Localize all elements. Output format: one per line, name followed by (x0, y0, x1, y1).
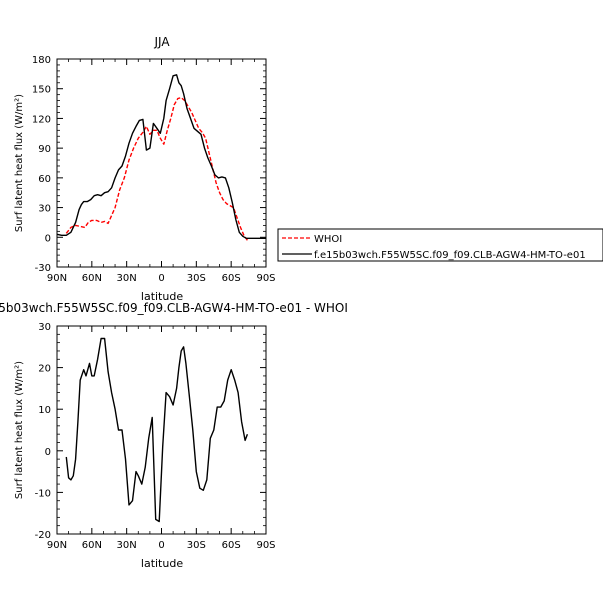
top-chart-y-tick-label: 180 (32, 55, 51, 66)
top-chart-x-tick-label: 90S (256, 273, 275, 284)
top-chart-x-tick-label: 30N (117, 273, 137, 284)
top-chart-y-tick-label: 0 (45, 233, 51, 244)
top-chart-x-tick-label: 0 (158, 273, 164, 284)
bottom-chart-x-tick-label: 30N (117, 540, 137, 551)
bottom-chart-series (65, 337, 249, 523)
bottom-chart-x-tick-label: 0 (158, 540, 164, 551)
bottom-chart-y-tick-labels: -20 -10 0 10 20 30 (35, 322, 51, 541)
top-chart-title: JJA (153, 35, 170, 49)
bottom-chart-y-tick-label: 20 (38, 364, 51, 375)
bottom-chart-x-tick-label: 60N (82, 540, 102, 551)
top-chart-x-tick-label: 90N (47, 273, 67, 284)
top-chart-x-tick-label: 30S (187, 273, 206, 284)
bottom-chart-x-tick-label: 90S (256, 540, 275, 551)
top-chart-x-tick-labels: 90N 60N 30N 0 30S 60S 90S (47, 273, 276, 284)
bottom-chart-y-tick-label: -20 (35, 530, 51, 541)
bottom-chart-y-tick-label: 10 (38, 405, 51, 416)
legend-box (277, 228, 603, 262)
top-chart-series-line-1 (56, 74, 266, 240)
top-chart-x-axis-label: latitude (141, 290, 183, 303)
legend: WHOI f.e15b03wch.F55W5SC.f09_f09.CLB-AGW… (277, 228, 603, 262)
top-chart-y-tick-label: 150 (32, 85, 51, 96)
top-chart-ticks (56, 58, 267, 268)
top-chart-series-line-0 (65, 96, 248, 241)
bottom-chart-y-tick-label: 30 (38, 322, 51, 333)
top-chart-y-tick-label: 30 (38, 204, 51, 215)
top-chart-y-tick-label: -30 (35, 263, 51, 274)
top-chart-y-tick-label: 120 (32, 114, 51, 125)
bottom-chart-x-axis-label: latitude (141, 557, 183, 570)
top-chart-y-tick-label: 90 (38, 144, 51, 155)
top-chart: JJA 90N 60N 30N 0 30S 60S 90S -30 0 30 60 90 120 150… (14, 35, 276, 303)
bottom-chart-ticks (56, 325, 267, 535)
bottom-chart-series-line-0 (65, 337, 249, 523)
bottom-chart-x-tick-label: 60S (222, 540, 241, 551)
bottom-chart-x-tick-labels: 90N 60N 30N 0 30S 60S 90S (47, 540, 276, 551)
top-chart-series (56, 74, 266, 241)
bottom-chart-y-axis-label: Surf latent heat flux (W/m²) (14, 361, 25, 499)
legend-label-model: f.e15b03wch.F55W5SC.f09_f09.CLB-AGW4-HM-… (314, 250, 586, 261)
top-chart-y-tick-labels: -30 0 30 60 90 120 150 180 (32, 55, 51, 274)
top-chart-y-tick-label: 60 (38, 174, 51, 185)
top-chart-frame (56, 58, 267, 268)
top-chart-x-tick-label: 60N (82, 273, 102, 284)
bottom-chart: f.e15b03wch.F55W5SC.f09_f09.CLB-AGW4-HM-… (0, 301, 348, 570)
bottom-chart-y-tick-label: 0 (45, 447, 51, 458)
bottom-chart-x-tick-label: 90N (47, 540, 67, 551)
bottom-chart-frame (56, 325, 267, 535)
legend-label-whoi: WHOI (314, 234, 342, 245)
bottom-chart-y-tick-label: -10 (35, 488, 51, 499)
top-chart-y-axis-label: Surf latent heat flux (W/m²) (14, 94, 25, 232)
bottom-chart-x-tick-label: 30S (187, 540, 206, 551)
top-chart-x-tick-label: 60S (222, 273, 241, 284)
bottom-chart-title: f.e15b03wch.F55W5SC.f09_f09.CLB-AGW4-HM-… (0, 301, 348, 315)
